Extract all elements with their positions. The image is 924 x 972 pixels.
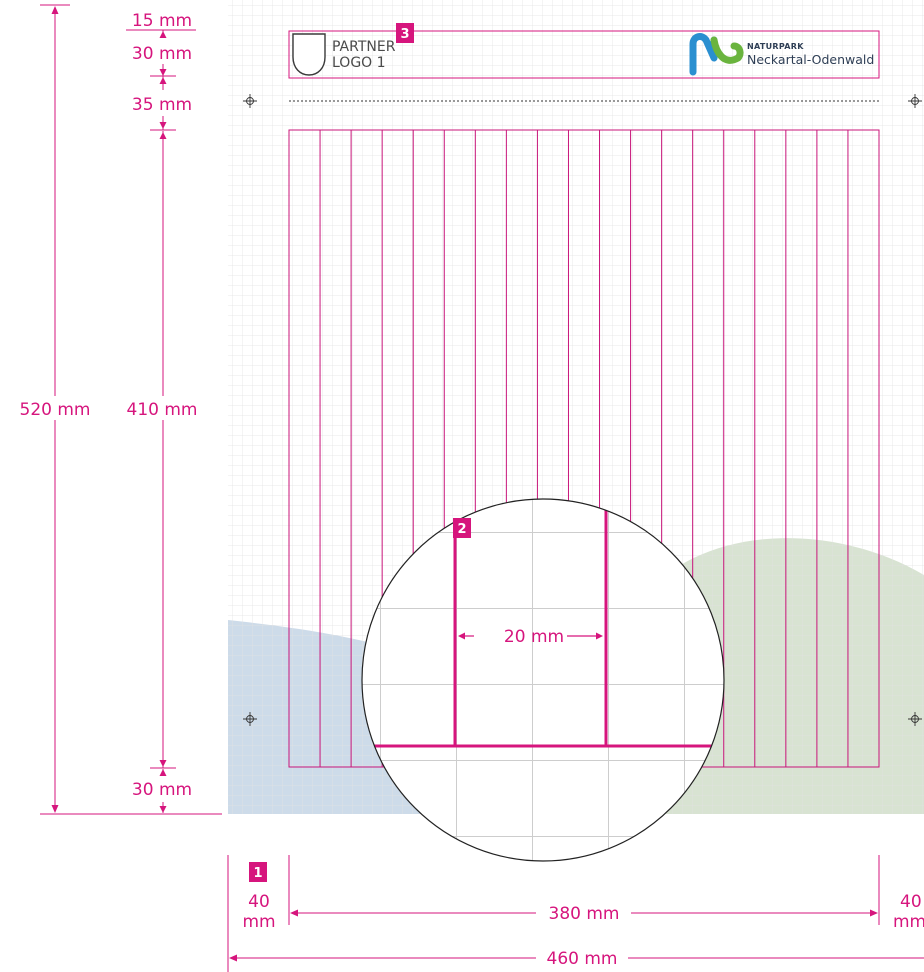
brand-logo-line1: NATURPARK <box>747 42 804 51</box>
dim-total-width-label: 460 mm <box>547 949 618 969</box>
dim-left-margin-unit: mm <box>242 912 275 932</box>
partner-logo-line2: LOGO 1 <box>332 55 386 71</box>
magnified-grid <box>362 499 724 861</box>
brand-logo-line2: Neckartal-Odenwald <box>747 52 874 67</box>
badge-2-label: 2 <box>457 522 466 537</box>
dim-logo-band-label: 30 mm <box>132 44 192 64</box>
badge-2 <box>453 518 471 538</box>
arrow-left-icon <box>458 632 465 640</box>
dim-gap-label: 35 mm <box>132 95 192 115</box>
shield-icon <box>292 33 326 76</box>
crosshair-icon <box>243 712 257 726</box>
detail-magnifier: 20 mm 2 <box>361 498 725 862</box>
arrow-right-icon <box>596 632 603 640</box>
dim-top-margin-label: 15 mm <box>132 11 192 31</box>
poster-board <box>228 0 924 814</box>
badge-1 <box>249 862 267 882</box>
crosshair-icon <box>243 94 257 108</box>
badge-3 <box>396 23 414 43</box>
dim-left-margin-value: 40 <box>248 892 270 912</box>
column-width-label: 20 mm <box>504 627 564 647</box>
magnifier-ring <box>361 498 725 862</box>
crosshair-icon <box>908 712 922 726</box>
dim-inner-column <box>126 29 196 813</box>
logo-band-frame <box>288 30 880 79</box>
badge-1-label: 1 <box>253 866 262 881</box>
dim-content-width-label: 380 mm <box>549 904 620 924</box>
badge-3-label: 3 <box>400 27 409 42</box>
dim-content-height-label: 410 mm <box>127 400 198 420</box>
dim-total-height <box>40 4 222 815</box>
dim-right-margin-unit: mm <box>893 912 924 932</box>
partner-logo-line1: PARTNER <box>332 39 396 55</box>
dim-right-margin-value: 40 <box>900 892 922 912</box>
crosshair-icon <box>908 94 922 108</box>
dim-bottom-margin-label: 30 mm <box>132 780 192 800</box>
naturpark-mark-icon <box>689 33 744 76</box>
dim-total-height-label: 520 mm <box>20 400 91 420</box>
dim-horizontal <box>227 855 924 972</box>
